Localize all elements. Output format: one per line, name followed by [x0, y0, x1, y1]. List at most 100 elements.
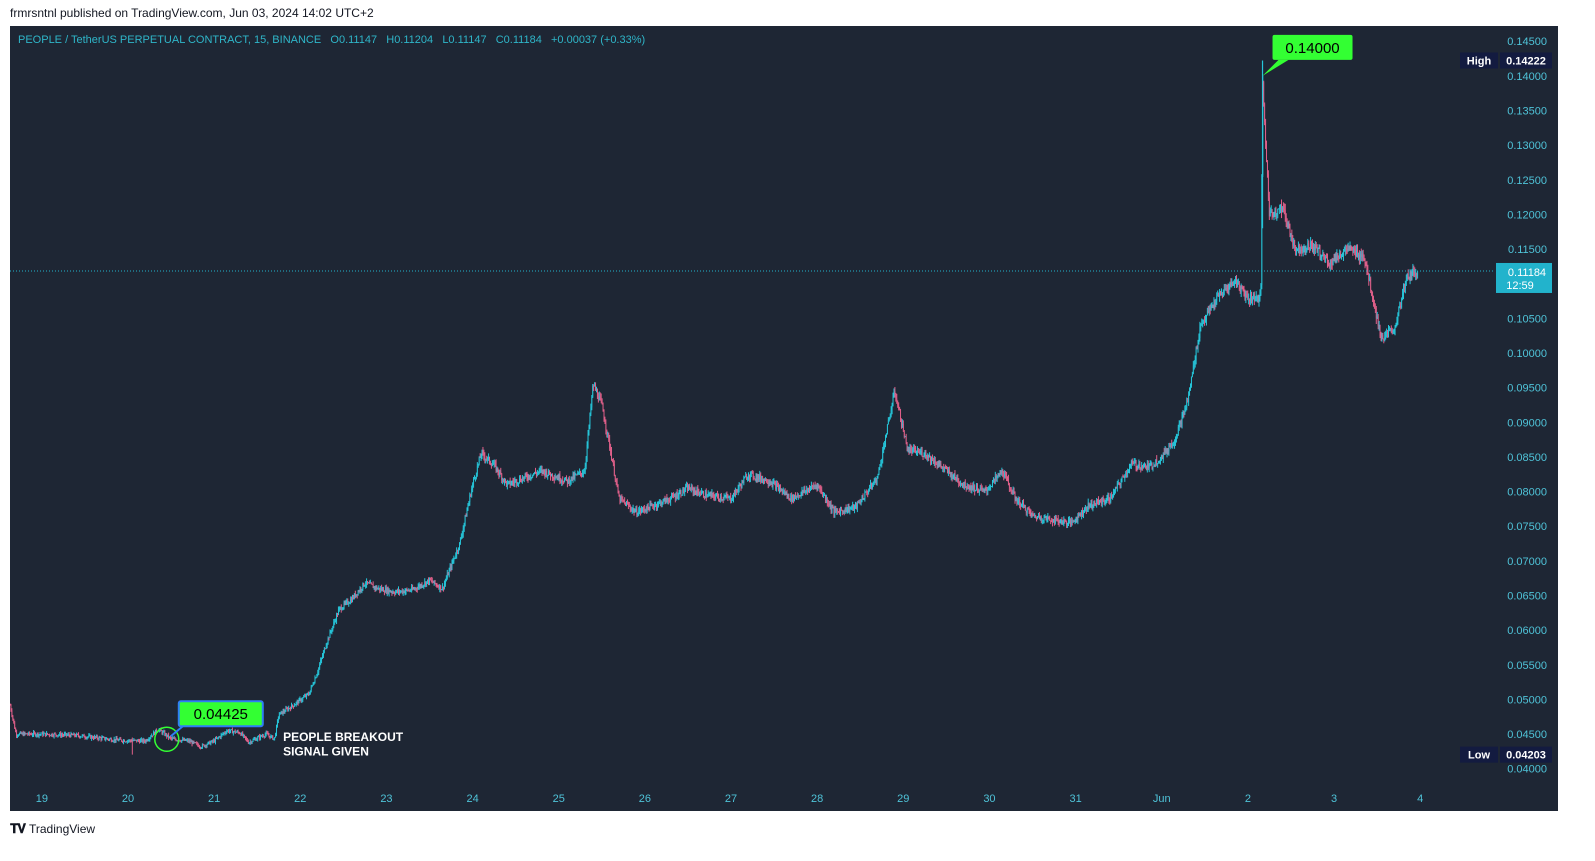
candlestick-plot[interactable]: 0.145000.140000.135000.130000.125000.120… — [10, 26, 1558, 811]
candle-body — [1255, 296, 1257, 298]
candle-body — [1147, 464, 1149, 469]
candle-body — [142, 739, 144, 742]
candle-body — [1221, 294, 1222, 296]
candle-body — [413, 588, 414, 590]
candle-body — [856, 504, 857, 509]
candle-body — [520, 478, 521, 482]
candle-body — [318, 667, 320, 673]
candle-body — [932, 460, 934, 463]
candle-body — [1208, 307, 1210, 313]
candle-body — [937, 464, 939, 466]
candle-body — [445, 580, 446, 584]
candle-body — [120, 738, 122, 740]
candle-body — [1341, 255, 1342, 257]
candle-body — [190, 741, 192, 743]
candle-body — [442, 586, 443, 590]
candle-body — [739, 484, 741, 486]
y-tick-label: 0.12500 — [1507, 175, 1547, 187]
candle-body — [1074, 521, 1076, 523]
candle-body — [204, 745, 206, 747]
candle-body — [1282, 207, 1283, 212]
candle-body — [1112, 495, 1114, 498]
candle-body — [1275, 210, 1277, 216]
candle-body — [1184, 408, 1186, 414]
candle-body — [701, 492, 702, 495]
candle-body — [1371, 290, 1373, 296]
candle-body — [264, 734, 266, 737]
candle-body — [1158, 461, 1159, 464]
candle-body — [125, 741, 127, 743]
candle-body — [1217, 295, 1219, 297]
candle-body — [238, 732, 240, 734]
candle-body — [1249, 298, 1251, 302]
candle-body — [816, 485, 818, 488]
candle-body — [32, 734, 33, 736]
candle-body — [468, 501, 470, 506]
candle-body — [104, 737, 106, 740]
candle-body — [1302, 247, 1304, 252]
candle-body — [1310, 242, 1312, 249]
candle-body — [900, 409, 901, 422]
candle-body — [693, 489, 695, 493]
candle-body — [777, 484, 779, 486]
candle-body — [811, 485, 813, 487]
x-tick-label: 19 — [36, 793, 48, 805]
candle-body — [1362, 253, 1364, 259]
candle-body — [1205, 319, 1206, 321]
footer-brand[interactable]: 𝐓𝐕 TradingView — [10, 821, 95, 837]
candle-body — [1036, 517, 1037, 519]
candle-body — [124, 740, 125, 742]
candle-body — [886, 424, 888, 434]
candle-body — [517, 483, 519, 485]
candle-body — [942, 467, 944, 469]
x-tick-label: Jun — [1153, 793, 1171, 805]
candle-body — [818, 485, 820, 487]
candle-body — [1057, 518, 1059, 522]
candle-body — [1151, 463, 1153, 468]
candle-body — [36, 733, 38, 736]
candle-body — [760, 474, 762, 481]
candle-body — [41, 732, 43, 735]
candle-body — [1032, 513, 1034, 515]
candle-body — [419, 584, 421, 587]
breakout-text-line2: SIGNAL GIVEN — [283, 745, 369, 759]
candle-body — [354, 593, 356, 597]
candle-body — [1195, 347, 1197, 360]
candle-body — [16, 731, 17, 736]
candle-body — [1016, 499, 1018, 503]
candle-body — [216, 738, 217, 740]
candle-body — [1212, 304, 1214, 308]
candle-body — [481, 451, 483, 456]
candle-body — [586, 444, 588, 458]
candle-body — [176, 740, 178, 742]
candle-body — [239, 733, 241, 735]
candle-body — [918, 451, 920, 454]
candle-body — [309, 690, 311, 695]
candle-body — [475, 474, 477, 478]
high-value: 0.14222 — [1506, 56, 1546, 68]
price-chart[interactable]: 0.14500 0.14000 0.13500 0.13000 0.12500 0.120… — [10, 26, 1558, 811]
candle-body — [1373, 297, 1374, 304]
candle-body — [1093, 501, 1095, 507]
candle-body — [954, 473, 956, 478]
candle-body — [144, 741, 146, 743]
candle-body — [998, 473, 1000, 476]
candle-body — [406, 589, 408, 590]
candle-body — [1294, 239, 1296, 247]
candle-body — [612, 462, 614, 464]
candle-body — [961, 483, 962, 485]
x-tick-label: 24 — [466, 793, 478, 805]
candle-body — [582, 473, 583, 475]
candle-body — [1355, 251, 1357, 257]
candle-body — [913, 448, 915, 449]
candle-body — [1023, 502, 1024, 507]
candle-body — [674, 496, 676, 499]
candle-body — [637, 514, 639, 516]
candle-body — [775, 483, 777, 490]
candle-body — [1291, 235, 1293, 240]
candle-body — [226, 731, 228, 734]
candle-body — [234, 730, 236, 733]
candle-body — [127, 740, 129, 742]
candle-body — [274, 737, 276, 739]
candle-body — [1081, 510, 1083, 516]
